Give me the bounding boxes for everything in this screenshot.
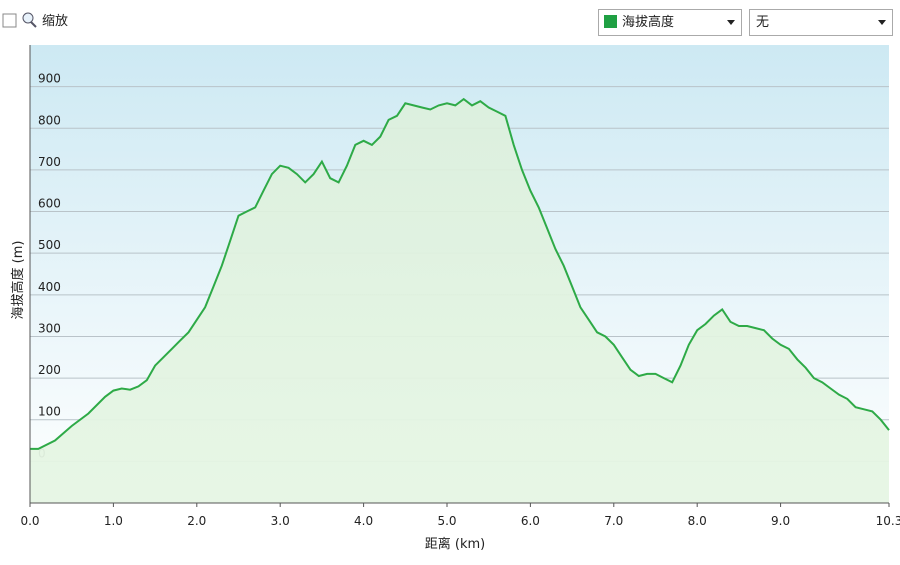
y-tick-label: 800 [38, 113, 61, 127]
x-tick-label: 5.0 [437, 514, 456, 528]
second-select[interactable]: 无 [749, 9, 893, 36]
series-select[interactable]: 海拔高度 [598, 9, 742, 36]
x-tick-label: 0.0 [20, 514, 39, 528]
y-tick-label: 100 [38, 405, 61, 419]
zoom-label[interactable]: 缩放 [42, 13, 68, 29]
second-select-label: 无 [756, 15, 769, 30]
y-tick-label: 900 [38, 72, 61, 86]
x-tick-label: 2.0 [187, 514, 206, 528]
y-tick-label: 600 [38, 197, 61, 211]
x-tick-label: 9.0 [771, 514, 790, 528]
y-axis-title: 海拔高度 (m) [10, 241, 26, 320]
x-tick-label: 6.0 [521, 514, 540, 528]
y-tick-label: 200 [38, 363, 61, 377]
y-tick-label: 400 [38, 280, 61, 294]
x-tick-label: 4.0 [354, 514, 373, 528]
area-fill [30, 99, 889, 503]
x-tick-label: 7.0 [604, 514, 623, 528]
elevation-line [30, 97, 890, 450]
checkbox[interactable] [2, 13, 17, 28]
x-tick-label: 1.0 [104, 514, 123, 528]
x-tick-label: 3.0 [271, 514, 290, 528]
y-tick-label: 700 [38, 155, 61, 169]
x-tick-label: 8.0 [688, 514, 707, 528]
series-select-label: 海拔高度 [622, 14, 674, 30]
x-axis-title: 距离 (km) [425, 536, 485, 552]
x-tick-label: 10.3 [876, 514, 900, 528]
y-tick-label: 500 [38, 238, 61, 252]
zoom-icon[interactable] [22, 12, 37, 28]
y-tick-label: 300 [38, 321, 61, 335]
